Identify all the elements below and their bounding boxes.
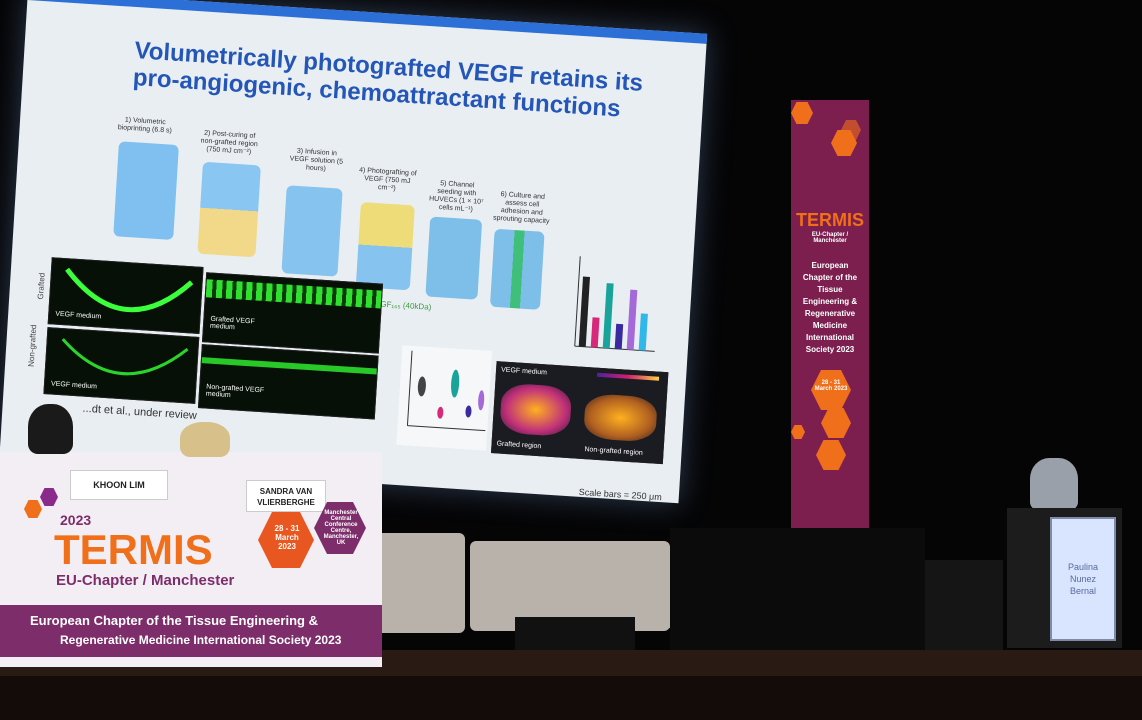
bar-half-grafted: [602, 283, 614, 349]
desk-sub: EU-Chapter / Manchester: [56, 572, 235, 589]
desk-band-line-2: Regenerative Medicine International Soci…: [60, 633, 342, 647]
desk-year: 2023: [60, 512, 92, 528]
lectern-screen: Paulina Nunez Bernal: [1050, 517, 1116, 641]
construct-cylinder-1: [113, 141, 179, 241]
construct-cylinder-4: [355, 202, 415, 291]
construct-cylinder-3: [281, 185, 343, 277]
bar-grafted-vegf: [578, 276, 591, 347]
desk-date-hex: [258, 512, 314, 568]
bar-half-nongrafted-2: [638, 313, 648, 351]
projection-screen: Volumetrically photografted VEGF retains…: [0, 0, 708, 504]
step-label-4: 4) Photografting of VEGF (750 mJ cm⁻²): [358, 166, 417, 193]
desk-purple-band: European Chapter of the Tissue Engineeri…: [0, 605, 382, 657]
banner-date-hex: [811, 370, 851, 410]
banner-hex-3: [841, 120, 861, 140]
micro-label-4: Non-grafted VEGF medium: [205, 383, 265, 400]
banner-society-text: European Chapter of the Tissue Engineeri…: [802, 261, 858, 354]
banner-hex-6: [791, 425, 805, 439]
violin-4: [465, 405, 472, 418]
violin-3: [451, 369, 460, 398]
banner-hex-5: [816, 440, 846, 470]
desk-logo: TERMIS: [54, 526, 213, 573]
desk-hex-2: [24, 500, 42, 518]
speaker-person: [1030, 458, 1078, 510]
violin-1: [417, 376, 426, 397]
micro-label-6: Grafted region: [496, 440, 542, 451]
nameplate-right: SANDRA VAN VLIERBERGHE: [246, 480, 326, 512]
panelist-left-person: [28, 404, 73, 454]
stage-edge: [0, 676, 1142, 720]
micro-label-7: Non-grafted region: [584, 446, 643, 457]
bar-half-grafted-2: [626, 289, 638, 350]
step-label-6: 6) Culture and assess cell adhesion and …: [492, 191, 550, 226]
step-label-1: 1) Volumetric bioprinting (6.8 s): [117, 116, 173, 135]
row-label-nongrafted: Non-grafted: [26, 324, 39, 368]
banner-hex-1: [791, 102, 813, 124]
step-label-5: 5) Channel seeding with HUVECs (1 × 10⁷ …: [428, 180, 484, 214]
violin-5: [478, 390, 485, 411]
sprouting-depth-violin-plot: [396, 345, 493, 451]
micro-nongrafted-vegf: VEGF medium: [43, 327, 200, 404]
termis-banner: TERMIS EU-Chapter / Manchester European …: [791, 100, 869, 530]
slide-top-bar: [27, 0, 708, 44]
construct-cylinder-6: [489, 228, 545, 310]
desk-hex-1: [40, 488, 58, 506]
row-label-grafted: Grafted: [36, 272, 47, 300]
panelist-right-person: [180, 422, 230, 457]
bar-half-nongrafted: [614, 323, 624, 350]
banner-date: 28 - 31 March 2023: [814, 380, 848, 392]
micro-grafted-channel: Grafted VEGF medium: [201, 272, 384, 354]
micro-nongrafted-channel: Non-grafted VEGF medium: [197, 344, 379, 420]
micro-label-2: Grafted VEGF medium: [209, 315, 255, 332]
slide-title: Volumetrically photografted VEGF retains…: [132, 37, 644, 123]
lectern-speaker-name: Paulina Nunez Bernal: [1067, 562, 1099, 596]
area-coverage-bar-chart: [574, 256, 655, 352]
construct-cylinder-5: [425, 216, 483, 300]
desk-venue: Manchester Central Conference Centre, Ma…: [323, 510, 359, 546]
slide-scale-bars-note: Scale bars = 250 μm: [578, 486, 663, 503]
banner-logo: TERMIS: [795, 210, 864, 230]
bar-nongrafted-vegf: [590, 317, 600, 348]
desk-band-line-1: European Chapter of the Tissue Engineeri…: [30, 613, 318, 628]
desk-date: 28 - 31 March 2023: [274, 524, 300, 551]
step-label-2: 2) Post-curing of non-grafted region (75…: [200, 129, 259, 156]
micro-grafted-vegf: VEGF medium: [47, 257, 204, 334]
armchair: [375, 533, 465, 633]
construct-cylinder-2: [197, 161, 261, 258]
nameplate-left: KHOON LIM: [70, 470, 168, 500]
depth-coded-panel: VEGF medium Grafted region Non-grafted r…: [490, 361, 669, 465]
violin-2: [437, 406, 444, 419]
micro-label-5: VEGF medium: [500, 366, 548, 377]
banner-hex-4: [821, 408, 851, 438]
step-label-3: 3) Infusion in VEGF solution (5 hours): [289, 147, 344, 173]
slide-citation: ...dt et al., under review: [82, 402, 198, 422]
banner-sub: EU-Chapter / Manchester: [811, 232, 849, 244]
